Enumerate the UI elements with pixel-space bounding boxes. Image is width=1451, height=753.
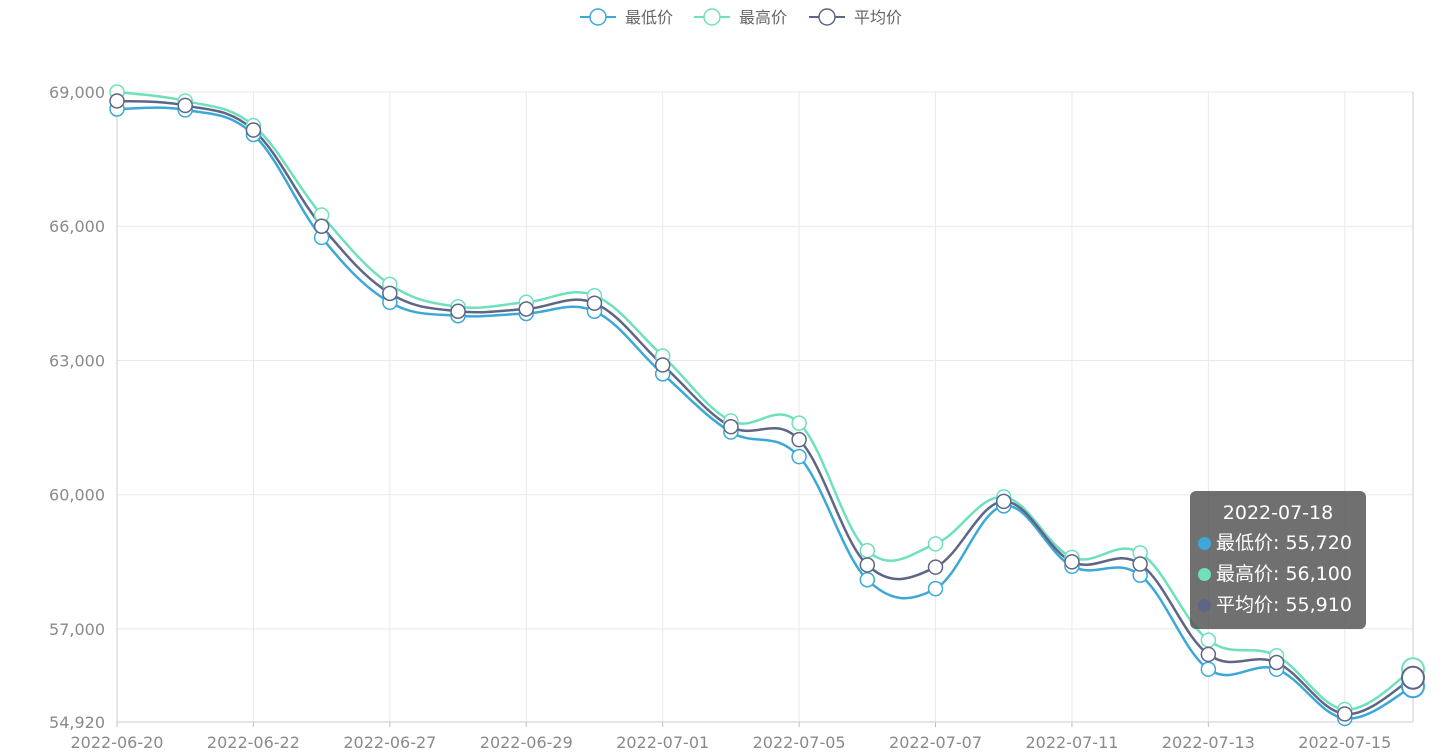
- x-tick-label: 2022-06-22: [207, 733, 300, 752]
- tooltip-avg-text: 平均价: 55,910: [1216, 594, 1352, 616]
- x-tick-label: 2022-07-15: [1298, 733, 1391, 752]
- x-tick-label: 2022-06-29: [480, 733, 573, 752]
- legend-label-max: 最高价: [739, 8, 787, 27]
- point-avg[interactable]: [177, 97, 193, 114]
- series-points[interactable]: [109, 84, 1425, 727]
- point-min[interactable]: [927, 580, 944, 597]
- point-avg[interactable]: [450, 303, 466, 319]
- legend-item-avg[interactable]: 平均价: [809, 8, 902, 27]
- point-min[interactable]: [1200, 661, 1217, 677]
- grid: [116, 91, 1413, 723]
- point-avg[interactable]: [1268, 654, 1285, 671]
- point-min[interactable]: [859, 571, 876, 588]
- point-avg[interactable]: [654, 357, 671, 373]
- y-tick-label: 69,000: [49, 83, 105, 102]
- point-avg[interactable]: [1401, 665, 1425, 690]
- legend-label-min: 最低价: [625, 8, 673, 27]
- point-max[interactable]: [791, 415, 807, 431]
- x-tick-label: 2022-06-20: [71, 733, 164, 752]
- point-avg[interactable]: [995, 493, 1012, 510]
- axes: 54,920 57,000 60,000 63,000 66,000 69,000 2022…: [49, 83, 1414, 752]
- tooltip-date: 2022-07-18: [1222, 502, 1334, 524]
- point-avg[interactable]: [1337, 706, 1353, 722]
- tooltip-dot-avg: [1198, 599, 1211, 612]
- x-tick-label: 2022-07-05: [753, 733, 846, 752]
- point-avg[interactable]: [859, 557, 876, 573]
- tooltip-row-avg: 平均价: 55,910: [1190, 590, 1366, 621]
- point-avg[interactable]: [109, 93, 125, 109]
- point-avg[interactable]: [586, 295, 603, 311]
- point-avg[interactable]: [245, 122, 262, 138]
- legend-label-avg: 平均价: [854, 8, 902, 27]
- point-avg[interactable]: [927, 559, 944, 575]
- legend-item-min[interactable]: 最低价: [580, 8, 673, 27]
- point-avg[interactable]: [723, 418, 739, 435]
- legend[interactable]: 最低价 最高价 平均价: [580, 8, 902, 27]
- x-tick-label: 2022-06-27: [343, 733, 436, 752]
- point-max[interactable]: [859, 542, 876, 559]
- legend-item-max[interactable]: 最高价: [694, 8, 787, 27]
- point-min[interactable]: [791, 448, 807, 465]
- y-tick-label: 54,920: [49, 713, 105, 732]
- y-tick-label: 63,000: [49, 351, 105, 370]
- point-avg[interactable]: [1064, 554, 1080, 570]
- y-tick-label: 60,000: [49, 486, 105, 505]
- x-tick-label: 2022-07-11: [1025, 733, 1118, 752]
- y-tick-label: 66,000: [49, 217, 105, 236]
- point-max[interactable]: [927, 536, 944, 552]
- x-tick-label: 2022-07-01: [616, 733, 709, 752]
- tooltip-max-text: 最高价: 56,100: [1216, 563, 1352, 585]
- x-tick-label: 2022-07-07: [889, 733, 982, 752]
- tooltip-dot-max: [1198, 568, 1211, 581]
- point-avg[interactable]: [518, 301, 535, 317]
- tooltip-row-max: 最高价: 56,100: [1190, 559, 1366, 590]
- tooltip: 2022-07-18 最低价: 55,720 最高价: 56,100 平均价: …: [1190, 491, 1366, 629]
- legend-marker-max: [703, 8, 721, 26]
- point-avg[interactable]: [313, 218, 330, 234]
- point-max[interactable]: [1200, 632, 1217, 648]
- tooltip-row-min: 最低价: 55,720: [1190, 528, 1366, 559]
- point-avg[interactable]: [382, 285, 398, 302]
- point-avg[interactable]: [1132, 556, 1148, 572]
- point-avg[interactable]: [791, 431, 807, 448]
- tooltip-dot-min: [1198, 537, 1211, 550]
- legend-marker-avg: [818, 8, 836, 26]
- point-avg[interactable]: [1200, 646, 1217, 663]
- x-tick-label: 2022-07-13: [1162, 733, 1255, 752]
- tooltip-min-text: 最低价: 55,720: [1216, 532, 1352, 554]
- y-tick-label: 57,000: [49, 620, 105, 639]
- legend-marker-min: [589, 8, 607, 26]
